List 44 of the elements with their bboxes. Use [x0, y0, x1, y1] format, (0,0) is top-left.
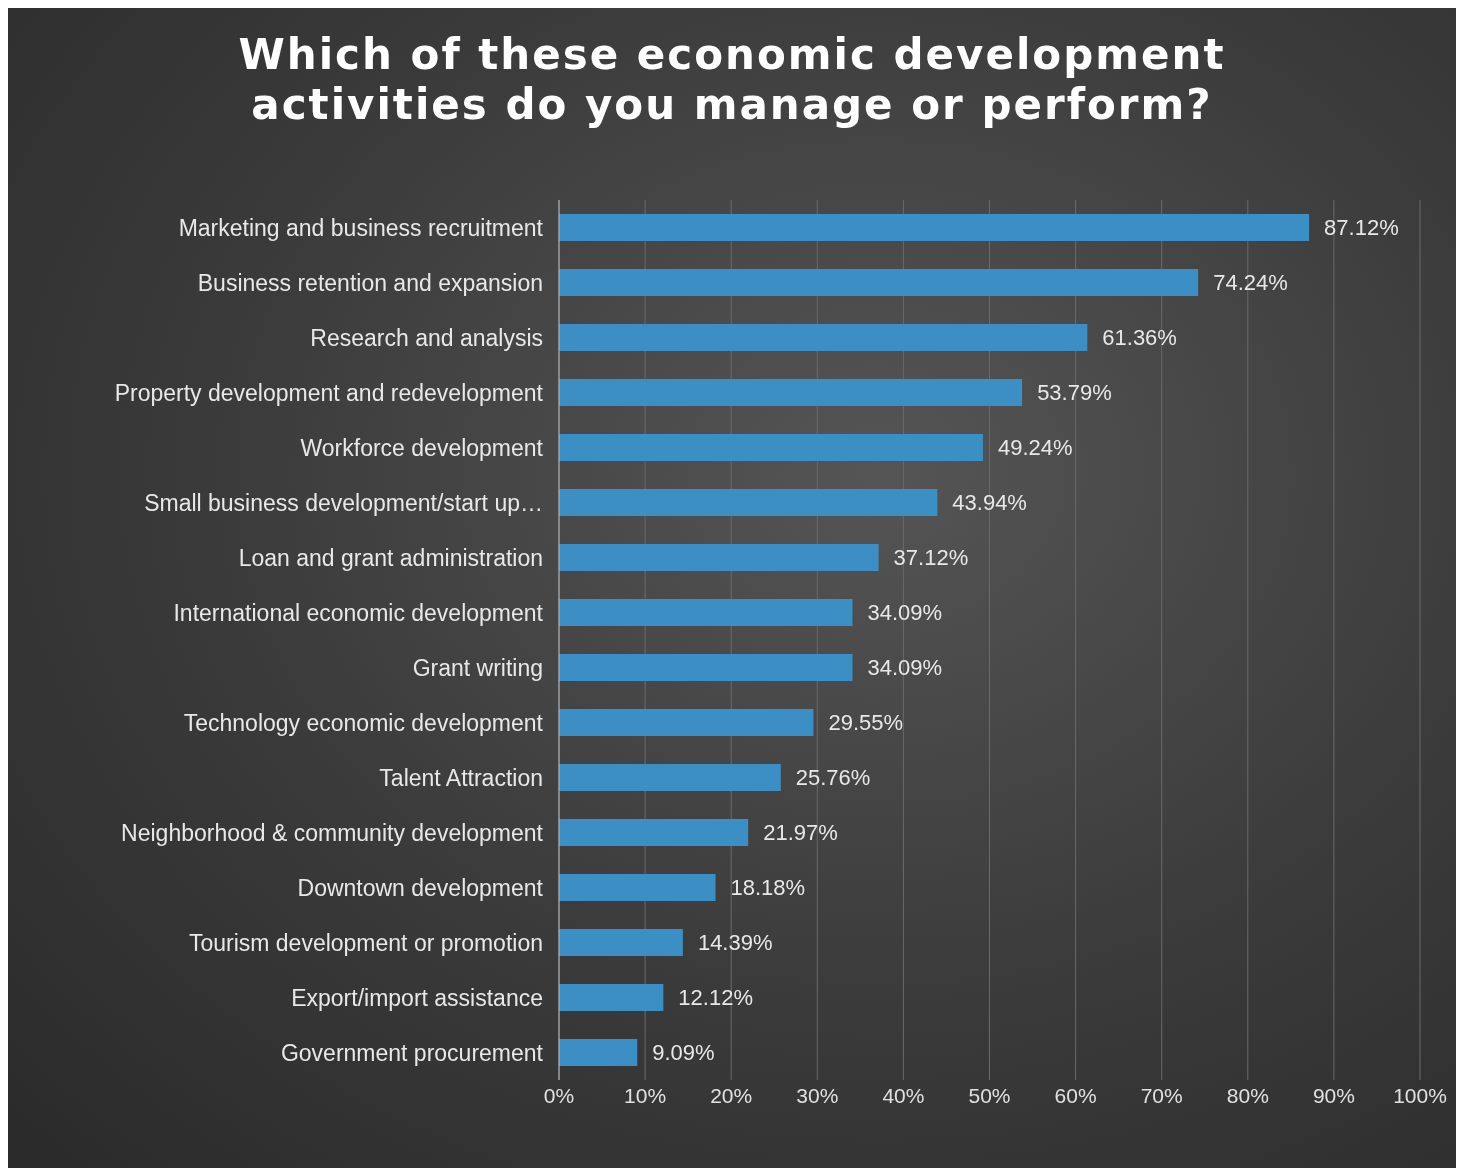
- y-tick-label: Marketing and business recruitment: [178, 214, 544, 241]
- y-tick-label: Property development and redevelopment: [114, 379, 544, 406]
- data-label: 61.36%: [1102, 325, 1177, 351]
- data-label: 34.09%: [867, 655, 943, 681]
- x-tick-label: 20%: [710, 1083, 753, 1107]
- x-tick-label: 30%: [796, 1083, 839, 1107]
- x-tick-label: 50%: [968, 1083, 1011, 1107]
- data-label: 14.39%: [697, 930, 773, 956]
- y-tick-label: International economic development: [173, 599, 544, 626]
- x-tick-label: 0%: [543, 1083, 575, 1107]
- data-label: 29.55%: [828, 710, 904, 736]
- data-label: 43.94%: [952, 490, 1027, 516]
- y-tick-label: Technology economic development: [183, 709, 544, 736]
- y-tick-label: Grant writing: [412, 654, 543, 681]
- data-label: 37.12%: [893, 545, 969, 571]
- data-label: 34.09%: [867, 600, 943, 626]
- data-label: 18.18%: [730, 875, 806, 901]
- y-tick-label: Workforce development: [300, 434, 544, 461]
- y-tick-label: Export/import assistance: [291, 984, 543, 1011]
- y-tick-label: Downtown development: [297, 874, 544, 901]
- x-tick-label: 10%: [624, 1083, 667, 1107]
- y-tick-label: Business retention and expansion: [197, 269, 543, 296]
- y-tick-label: Loan and grant administration: [238, 544, 543, 571]
- y-tick-label: Government procurement: [280, 1039, 544, 1066]
- data-label: 53.79%: [1037, 380, 1112, 406]
- data-label: 74.24%: [1213, 270, 1288, 296]
- x-tick-label: 70%: [1140, 1083, 1183, 1107]
- data-label: 9.09%: [652, 1040, 715, 1066]
- y-tick-label: Small business development/start up…: [144, 489, 543, 516]
- x-tick-label: 40%: [882, 1083, 925, 1107]
- x-tick-label: 90%: [1312, 1083, 1355, 1107]
- data-label: 25.76%: [795, 765, 871, 791]
- y-tick-label: Research and analysis: [310, 324, 543, 351]
- data-label: 21.97%: [763, 820, 838, 846]
- y-tick-label: Talent Attraction: [379, 764, 543, 791]
- x-tick-label: 100%: [1393, 1083, 1447, 1107]
- y-tick-label: Neighborhood & community development: [121, 819, 544, 846]
- x-tick-label: 60%: [1054, 1083, 1097, 1107]
- data-label: 87.12%: [1324, 215, 1399, 241]
- x-tick-label: 80%: [1226, 1083, 1269, 1107]
- data-label: 12.12%: [678, 985, 753, 1011]
- chart-title: Which of these economic development activities do you manage or perform?: [237, 29, 1227, 130]
- data-label: 49.24%: [997, 435, 1073, 461]
- y-tick-label: Tourism development or promotion: [188, 929, 543, 956]
